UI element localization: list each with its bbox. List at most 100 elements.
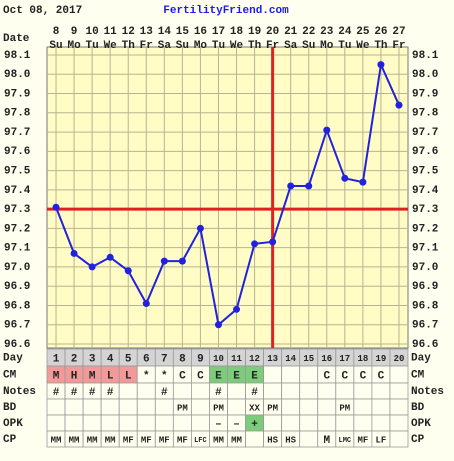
weekday-label: Mo	[194, 40, 208, 52]
cell-text: PM	[267, 403, 278, 413]
x-tick-label: 16	[194, 26, 207, 38]
row-label-right: CM	[411, 369, 425, 381]
cell-text: MF	[159, 435, 170, 445]
y-tick-label-right: 97.5	[412, 166, 439, 178]
table-cell	[245, 430, 265, 448]
x-tick-label: 15	[176, 26, 190, 38]
table-cell	[227, 382, 246, 400]
cell-text: –	[215, 419, 222, 431]
cell-text: PM	[177, 403, 188, 413]
x-tick-label: 9	[71, 26, 78, 38]
y-tick-label: 97.7	[4, 127, 30, 139]
x-tick-label: 11	[104, 26, 118, 38]
row-label-right: Notes	[411, 386, 444, 398]
weekday-label: Fr	[266, 40, 279, 52]
cell-text: LF	[376, 435, 387, 445]
y-tick-label-right: 97.0	[412, 262, 438, 274]
table-cell	[389, 430, 409, 448]
temperature-point	[106, 253, 114, 261]
y-tick-label: 98.0	[4, 69, 30, 81]
table-cell	[299, 414, 319, 432]
table-cell	[100, 414, 120, 432]
cell-text: 16	[321, 354, 332, 364]
cell-text: 15	[303, 354, 314, 364]
cell-text: 18	[357, 354, 368, 364]
x-tick-label: 10	[86, 26, 99, 38]
cell-text: 19	[376, 354, 387, 364]
table-cell	[154, 398, 174, 416]
weekday-label: We	[104, 40, 118, 52]
table-cell	[100, 398, 120, 416]
y-tick-label-right: 96.8	[412, 300, 439, 312]
cell-text: E	[251, 370, 258, 382]
cell-text: #	[161, 387, 168, 399]
cell-text: –	[233, 419, 240, 431]
x-tick-label: 27	[392, 26, 405, 38]
table-cell	[118, 414, 138, 432]
cell-text: 5	[125, 353, 132, 365]
weekday-label: Tu	[338, 40, 351, 52]
temperature-point	[124, 267, 132, 275]
table-cell	[82, 414, 102, 432]
temperature-point	[214, 321, 222, 329]
y-tick-label-right: 97.2	[412, 223, 438, 235]
cell-text: H	[71, 370, 78, 382]
y-tick-label: 97.3	[4, 204, 31, 216]
y-tick-label: 97.9	[4, 88, 30, 100]
cell-text: 12	[249, 354, 260, 364]
temperature-point	[52, 203, 60, 211]
weekday-label: Su	[302, 40, 315, 52]
table-cell	[335, 414, 355, 432]
y-tick-label-right: 96.7	[412, 320, 438, 332]
cell-text: 9	[197, 353, 204, 365]
temperature-point	[269, 238, 277, 246]
y-tick-label: 98.1	[4, 50, 31, 62]
cell-text: C	[342, 370, 349, 382]
cell-text: 10	[213, 354, 224, 364]
y-tick-label: 96.7	[4, 320, 30, 332]
cell-text: #	[215, 387, 222, 399]
table-cell	[46, 398, 66, 416]
table-cell	[299, 430, 319, 448]
temperature-point	[160, 257, 168, 265]
cell-text: #	[71, 387, 78, 399]
weekday-label: Th	[122, 40, 135, 52]
weekday-label: Sa	[158, 40, 172, 52]
cell-text: E	[215, 370, 222, 382]
temperature-point	[178, 257, 186, 265]
table-cell	[46, 414, 66, 432]
table-cell	[64, 398, 84, 416]
weekday-label: We	[230, 40, 244, 52]
cell-text: 14	[285, 354, 296, 364]
cell-text: M	[323, 435, 330, 447]
table-cell	[281, 382, 301, 400]
x-tick-label: 12	[122, 26, 135, 38]
cell-text: M	[89, 370, 96, 382]
y-tick-label: 97.2	[4, 223, 30, 235]
table-cell	[281, 398, 301, 416]
y-tick-label-right: 98.1	[412, 50, 439, 62]
cell-text: MM	[213, 435, 224, 445]
row-label: OPK	[3, 418, 23, 430]
table-cell	[118, 398, 138, 416]
cell-text: MF	[177, 435, 188, 445]
weekday-label: Su	[176, 40, 189, 52]
weekday-label: Sa	[284, 40, 298, 52]
table-cell	[281, 365, 301, 384]
temperature-point	[395, 101, 403, 109]
table-cell	[389, 414, 409, 432]
temperature-point	[233, 305, 241, 313]
cell-text: 2	[71, 353, 78, 365]
cell-text: 13	[267, 354, 278, 364]
cell-text: *	[143, 370, 150, 382]
cell-text: #	[53, 387, 60, 399]
plot-area	[46, 46, 409, 349]
table-cell	[172, 382, 192, 400]
y-tick-label: 97.0	[4, 262, 30, 274]
table-cell	[190, 414, 210, 432]
table-cell	[118, 382, 138, 400]
temperature-point	[287, 182, 295, 190]
chart-title: FertilityFriend.com	[163, 5, 289, 17]
table-cell	[353, 382, 373, 400]
x-tick-label: 8	[53, 26, 60, 38]
